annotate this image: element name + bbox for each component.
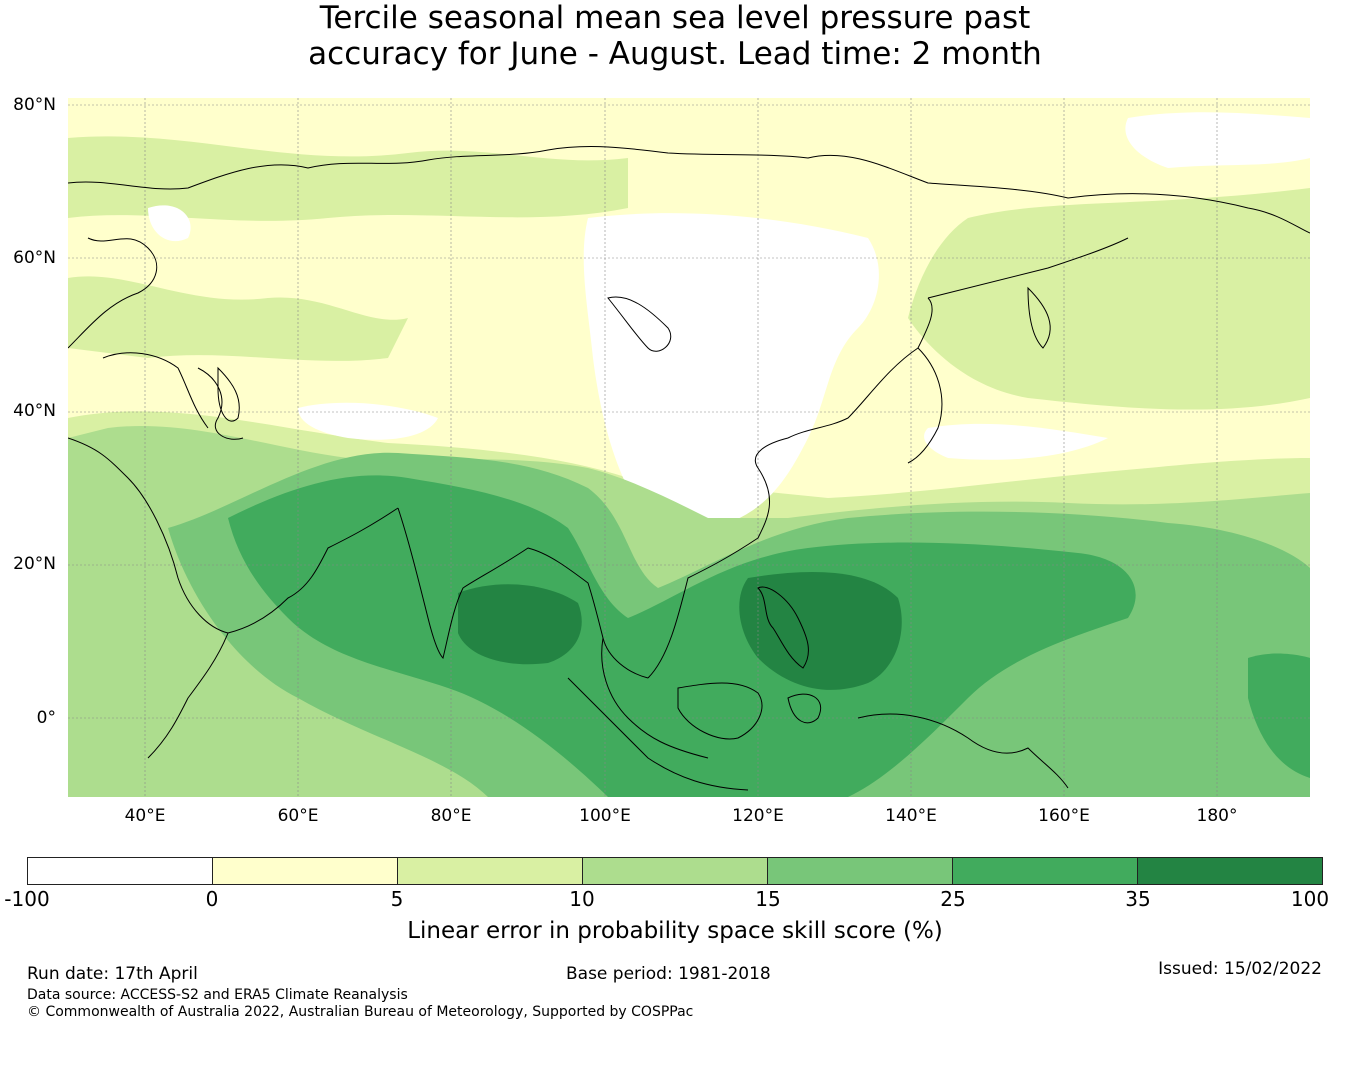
lat-label-equator: 0° [36,708,56,728]
colorbar-tick: 0 [205,887,219,911]
colorbar-label: Linear error in probability space skill … [407,918,943,944]
skill-score-map [68,98,1310,797]
skill-region-negative [583,213,879,529]
colorbar-tick: 100 [1290,887,1330,911]
colorbar-tick: -100 [4,887,50,911]
colorbar-tick: 25 [940,887,966,911]
chart-title-line-1: Tercile seasonal mean sea level pressure… [319,0,1031,36]
run-date: Run date: 17th April [27,964,198,984]
issued-date: Issued: 15/02/2022 [1158,959,1322,979]
coastlines [68,146,1310,791]
colorbar-segment [953,858,1138,884]
lon-label-100e: 100°E [579,806,631,826]
copyright: © Commonwealth of Australia 2022, Austra… [27,1004,694,1020]
skill-region-5-10 [908,188,1310,410]
skill-region-35-100 [458,584,582,665]
lat-label-40n: 40°N [13,401,56,421]
skill-region-negative [148,205,191,242]
chart-title: Tercile seasonal mean sea level pressure… [0,0,1350,72]
chart-title-line-2: accuracy for June - August. Lead time: 2… [308,36,1042,72]
skill-region-35-100 [739,572,902,690]
lon-label-180: 180° [1196,806,1238,826]
lon-label-140e: 140°E [885,806,937,826]
colorbar-segment [28,858,213,884]
lon-label-60e: 60°E [277,806,319,826]
skill-region-negative [924,423,1108,460]
colorbar-tick: 5 [390,887,404,911]
skill-region-negative [1125,112,1310,168]
lon-label-80e: 80°E [430,806,472,826]
base-period: Base period: 1981-2018 [566,964,771,984]
lon-label-160e: 160°E [1038,806,1090,826]
lon-label-120e: 120°E [732,806,784,826]
colorbar-segment [768,858,953,884]
colorbar [27,857,1323,885]
lat-label-20n: 20°N [13,554,56,574]
skill-region-25-35 [1248,653,1310,778]
lon-label-40e: 40°E [124,806,166,826]
skill-region-5-10 [68,276,408,361]
colorbar-tick: 35 [1125,887,1151,911]
lat-label-80n: 80°N [13,95,56,115]
colorbar-segment [398,858,583,884]
skill-region-5-10 [68,136,628,221]
colorbar-segment [583,858,768,884]
graticule [68,98,1310,797]
skill-region-25-35 [228,475,1136,797]
colorbar-segment [1138,858,1322,884]
colorbar-segment [213,858,398,884]
colorbar-tick: 10 [569,887,595,911]
data-source: Data source: ACCESS-S2 and ERA5 Climate … [27,987,408,1003]
map-canvas [68,98,1310,797]
lat-label-60n: 60°N [13,248,56,268]
colorbar-tick: 15 [755,887,781,911]
